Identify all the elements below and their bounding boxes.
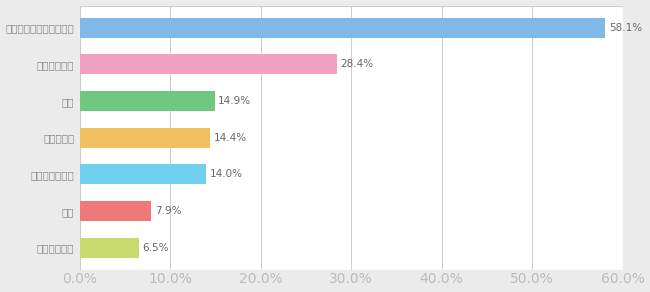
- Bar: [80, 18, 605, 38]
- Bar: [80, 128, 210, 148]
- Text: 14.9%: 14.9%: [218, 96, 252, 106]
- Bar: [80, 201, 151, 221]
- Text: 6.5%: 6.5%: [142, 243, 169, 253]
- Text: 58.1%: 58.1%: [609, 23, 642, 33]
- Text: 28.4%: 28.4%: [341, 59, 374, 69]
- Bar: [80, 237, 138, 258]
- Text: 14.0%: 14.0%: [210, 169, 243, 179]
- Text: 7.9%: 7.9%: [155, 206, 181, 216]
- Bar: [80, 91, 214, 111]
- Text: 14.4%: 14.4%: [214, 133, 247, 142]
- Bar: [80, 164, 207, 184]
- Bar: [80, 54, 337, 74]
